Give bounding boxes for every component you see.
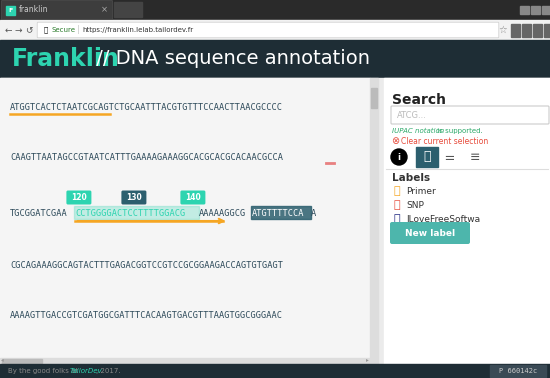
Text: TGCGGATCGAA: TGCGGATCGAA bbox=[10, 209, 68, 217]
Text: ◂: ◂ bbox=[1, 358, 4, 363]
Bar bbox=[0, 364, 550, 378]
Text: ⚌: ⚌ bbox=[444, 152, 454, 162]
Text: 🏷: 🏷 bbox=[424, 150, 431, 164]
FancyBboxPatch shape bbox=[180, 191, 205, 204]
Bar bbox=[533, 24, 542, 37]
Bar bbox=[544, 24, 550, 37]
Text: ⊗: ⊗ bbox=[391, 136, 399, 146]
FancyBboxPatch shape bbox=[122, 191, 146, 204]
Bar bbox=[0, 0, 550, 20]
Text: By the good folks at: By the good folks at bbox=[8, 368, 80, 374]
Text: https://franklin.lelab.tailordev.fr: https://franklin.lelab.tailordev.fr bbox=[82, 27, 193, 33]
Bar bbox=[416, 147, 438, 167]
Text: , 2017.: , 2017. bbox=[96, 368, 121, 374]
Text: 🔒: 🔒 bbox=[44, 27, 48, 33]
Text: ATCG...: ATCG... bbox=[397, 110, 427, 119]
Text: 130: 130 bbox=[126, 193, 142, 202]
Text: CCTGGGGACTCCTTTTGGACG: CCTGGGGACTCCTTTTGGACG bbox=[75, 209, 185, 217]
Text: IUPAC notation: IUPAC notation bbox=[392, 128, 444, 134]
Text: ☆: ☆ bbox=[499, 25, 507, 35]
Text: AAAAAGGCG: AAAAAGGCG bbox=[199, 209, 246, 217]
Text: P 660142c: P 660142c bbox=[499, 368, 537, 374]
Bar bbox=[114, 2, 142, 17]
Bar bbox=[74, 206, 199, 219]
Bar bbox=[522, 24, 531, 37]
Circle shape bbox=[391, 149, 407, 165]
Text: A: A bbox=[311, 209, 316, 217]
Bar bbox=[251, 206, 311, 219]
FancyBboxPatch shape bbox=[391, 106, 549, 124]
Text: 120: 120 bbox=[71, 193, 87, 202]
Text: 140: 140 bbox=[185, 193, 201, 202]
Bar bbox=[2, 359, 42, 363]
Text: // DNA sequence annotation: // DNA sequence annotation bbox=[90, 50, 370, 68]
Bar bbox=[520, 6, 529, 14]
Bar bbox=[0, 20, 550, 40]
FancyBboxPatch shape bbox=[2, 0, 113, 20]
Text: AAAAGTTGACCGTCGATGGCGATTTCACAAGTGACGTTTAAGTGGCGGGAAC: AAAAGTTGACCGTCGATGGCGATTTCACAAGTGACGTTTA… bbox=[10, 311, 283, 321]
Text: franklin: franklin bbox=[19, 6, 48, 14]
Text: Labels: Labels bbox=[392, 173, 430, 183]
Bar bbox=[531, 6, 540, 14]
Text: 🏷: 🏷 bbox=[394, 186, 400, 196]
Text: ≡: ≡ bbox=[470, 150, 480, 164]
Text: ←: ← bbox=[4, 25, 12, 34]
Text: ATGGTCACTCTAATCGCAGTCTGCAATTTACGTGTTTCCAACTTAACGCCCC: ATGGTCACTCTAATCGCAGTCTGCAATTTACGTGTTTCCA… bbox=[10, 104, 283, 113]
Bar bbox=[6, 6, 15, 15]
Bar bbox=[0, 358, 370, 364]
Text: 🏷: 🏷 bbox=[394, 200, 400, 210]
Text: Clear current selection: Clear current selection bbox=[401, 136, 488, 146]
Text: Secure: Secure bbox=[52, 27, 76, 33]
Text: ↺: ↺ bbox=[25, 25, 33, 34]
Text: SNP: SNP bbox=[406, 200, 424, 209]
Text: 🏷: 🏷 bbox=[394, 214, 400, 224]
Text: ×: × bbox=[101, 6, 107, 14]
Text: i: i bbox=[398, 152, 400, 161]
Bar bbox=[511, 24, 520, 37]
Text: CAAGTTAATAGCCGTAATCATTTGAAAAGAAAGGCACGCACGCACAACGCCA: CAAGTTAATAGCCGTAATCATTTGAAAAGAAAGGCACGCA… bbox=[10, 153, 283, 163]
Bar bbox=[0, 40, 550, 78]
Bar bbox=[542, 6, 550, 14]
Bar bbox=[370, 78, 378, 364]
Text: Franklin: Franklin bbox=[12, 47, 120, 71]
FancyBboxPatch shape bbox=[67, 191, 91, 204]
Text: ATGTTTTCCA: ATGTTTTCCA bbox=[252, 209, 304, 217]
Text: →: → bbox=[14, 25, 22, 34]
FancyBboxPatch shape bbox=[390, 222, 470, 244]
FancyBboxPatch shape bbox=[37, 22, 499, 38]
Text: ILoveFreeSoftwa: ILoveFreeSoftwa bbox=[406, 214, 480, 223]
Text: Search: Search bbox=[392, 93, 446, 107]
Bar bbox=[371, 88, 377, 108]
Bar bbox=[0, 78, 550, 364]
Text: is supported.: is supported. bbox=[435, 128, 483, 134]
Bar bbox=[0, 78, 370, 358]
Text: Primer: Primer bbox=[406, 186, 436, 195]
Text: TailorDev: TailorDev bbox=[70, 368, 102, 374]
Text: |: | bbox=[77, 25, 80, 34]
Text: F: F bbox=[8, 8, 13, 13]
Bar bbox=[384, 78, 550, 364]
Text: ▸: ▸ bbox=[366, 358, 369, 363]
Text: CGCAGAAAGGCAGTACTTTGAGACGGTCCGTCCGCGGAAGACCAGTGTGAGT: CGCAGAAAGGCAGTACTTTGAGACGGTCCGTCCGCGGAAG… bbox=[10, 260, 283, 270]
Text: New label: New label bbox=[405, 228, 455, 237]
Bar bbox=[490, 365, 546, 377]
